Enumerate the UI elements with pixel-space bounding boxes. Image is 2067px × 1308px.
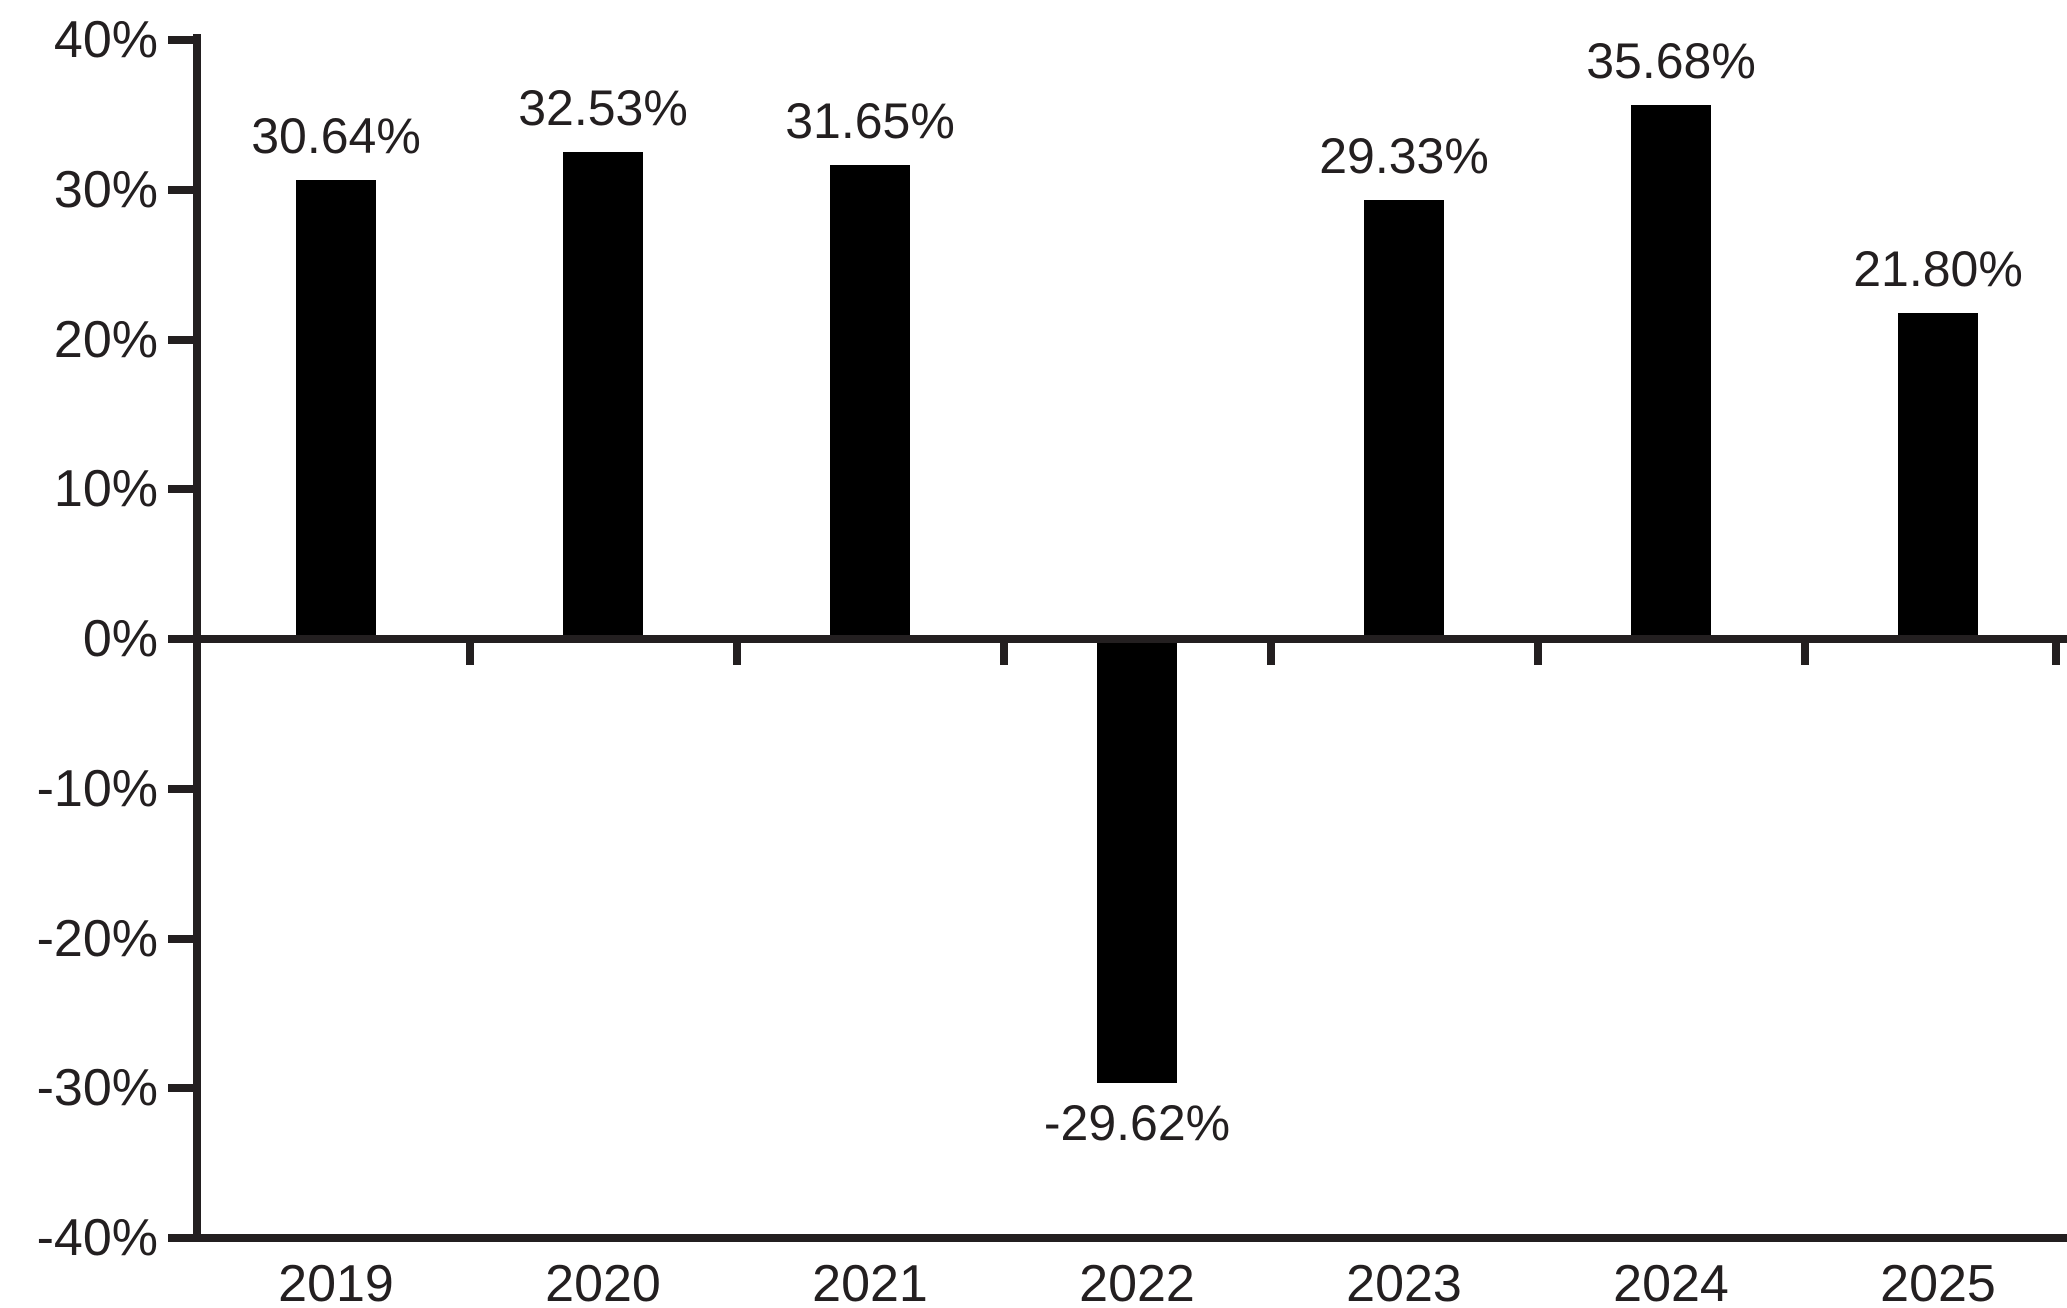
x-axis-label-2019: 2019 [278, 1255, 394, 1308]
y-axis-tick--20% [168, 934, 201, 943]
bar-2020 [563, 151, 643, 643]
x-axis-label-2025: 2025 [1880, 1255, 1996, 1308]
y-axis-label-0%: 0% [82, 610, 158, 668]
bar-2019 [296, 180, 376, 643]
y-axis-tick-0% [168, 635, 201, 643]
bar-2021 [830, 165, 910, 643]
bar-2023 [1364, 199, 1444, 643]
y-axis-label-10%: 10% [53, 460, 158, 519]
y-axis-tick--40% [168, 1234, 201, 1242]
y-axis-label--20%: -20% [36, 909, 158, 968]
x-axis-line [193, 1234, 2067, 1242]
y-axis-tick--10% [168, 784, 201, 793]
bar-value-label-2025: 21.80% [1853, 240, 2023, 297]
y-axis-label-20%: 20% [53, 310, 158, 369]
y-axis-label-40%: 40% [53, 11, 158, 69]
bar-value-label-2024: 35.68% [1586, 32, 1756, 89]
x-axis-tick-4 [1533, 637, 1542, 665]
bar-value-label-2023: 29.33% [1319, 127, 1489, 184]
y-axis-tick-40% [168, 36, 201, 44]
y-axis-tick-20% [168, 335, 201, 344]
bar-value-label-2020: 32.53% [518, 79, 688, 136]
bar-value-label-2021: 31.65% [785, 93, 955, 150]
x-axis-label-2020: 2020 [545, 1255, 661, 1308]
bar-2025 [1898, 312, 1978, 643]
y-axis-tick-30% [168, 185, 201, 194]
x-axis-tick-2 [999, 637, 1008, 665]
y-axis-label--10%: -10% [36, 759, 158, 818]
x-axis-tick-5 [1800, 637, 1809, 665]
y-axis-label--40%: -40% [36, 1209, 158, 1267]
x-axis-tick-right-edge [2052, 637, 2060, 665]
x-axis-tick-0 [465, 637, 474, 665]
bar-value-label-2022: -29.62% [1043, 1094, 1231, 1151]
y-axis-tick--30% [168, 1084, 201, 1093]
y-axis-label-30%: 30% [53, 160, 158, 219]
x-axis-label-2022: 2022 [1079, 1255, 1195, 1308]
x-axis-label-2021: 2021 [812, 1255, 928, 1308]
y-axis-label--30%: -30% [36, 1059, 158, 1118]
y-axis-tick-10% [168, 485, 201, 494]
zero-baseline [193, 635, 2067, 643]
x-axis-tick-3 [1266, 637, 1275, 665]
bar-value-label-2019: 30.64% [251, 108, 421, 165]
x-axis-tick-1 [732, 637, 741, 665]
x-axis-label-2023: 2023 [1346, 1255, 1462, 1308]
x-axis-label-2024: 2024 [1613, 1255, 1729, 1308]
bar-2022 [1097, 635, 1177, 1083]
bar-2024 [1631, 104, 1711, 643]
